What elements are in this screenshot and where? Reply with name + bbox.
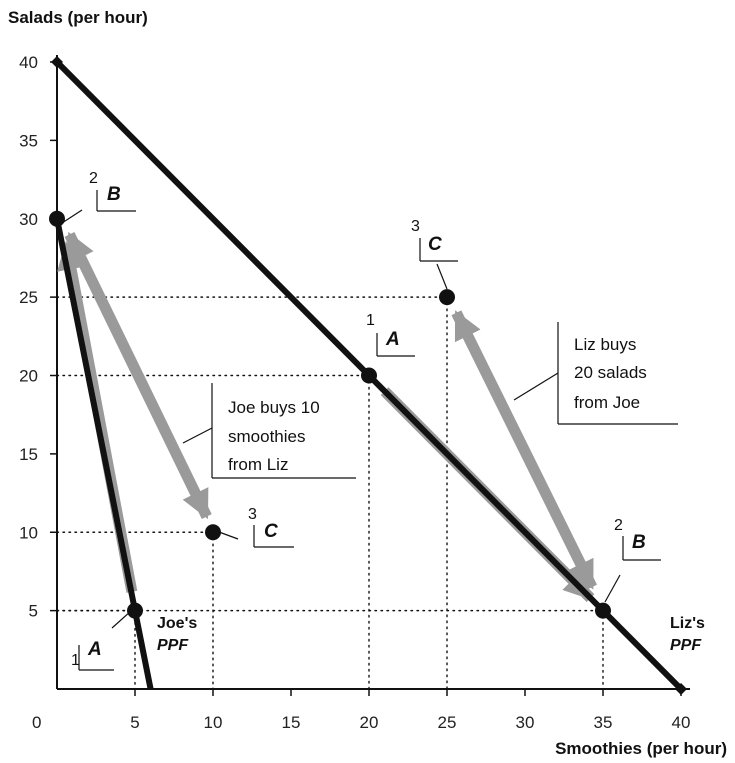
liz-trade-arrow [451,310,598,590]
label-joe-a-number: 1 [71,652,80,669]
y-tick-label: 35 [19,131,38,150]
origin-label: 0 [32,713,41,732]
label-liz-c-number: 3 [411,218,420,235]
x-tick-label: 5 [130,713,139,732]
y-tick-label: 30 [19,210,38,229]
joe-trade-arrow [64,231,212,520]
label-joe-b-number: 2 [89,170,98,187]
annotation-liz-trade-line3: from Joe [574,393,640,412]
y-tick-label: 20 [19,367,38,386]
label-liz-c: 3 C [411,218,458,290]
label-joe-c-leader [218,531,239,540]
label-joe-c-number: 3 [248,506,257,523]
y-ticks: 5 10 15 20 25 30 35 40 [19,53,57,621]
joe-ppf-label-line1: Joe's [157,615,197,632]
label-liz-c-letter: C [428,234,442,255]
label-liz-c-leader [436,263,448,290]
ppf-endpoint-marker [51,56,63,68]
label-joe-a-leader [111,610,132,629]
annotation-liz-trade-leader [513,372,559,401]
label-liz-b-leader [604,574,621,603]
guide-lines [56,296,604,690]
point-joe-c [205,524,221,541]
x-tick-label: 40 [672,713,691,732]
point-liz-c [439,289,455,306]
y-tick-label: 15 [19,445,38,464]
label-joe-b: 2 B [61,170,136,224]
point-joe-a [127,602,143,619]
axes [56,55,690,690]
liz-ppf-label-line2: PPF [670,637,702,654]
point-joe-b [49,210,65,227]
label-joe-b-letter: B [107,184,121,205]
x-tick-label: 15 [282,713,301,732]
y-tick-label: 40 [19,53,38,72]
x-tick-label: 20 [360,713,379,732]
x-ticks: 5 10 15 20 25 30 35 40 [130,689,690,732]
x-tick-label: 30 [516,713,535,732]
label-liz-a-letter: A [385,329,400,350]
annotation-liz-trade-line2: 20 salads [574,363,647,382]
y-tick-label: 25 [19,288,38,307]
annotation-liz-trade: Liz buys 20 salads from Joe [513,322,678,425]
x-axis-title: Smoothies (per hour) [555,739,727,758]
point-liz-a [361,367,377,384]
annotation-joe-trade-line2: smoothies [228,427,305,446]
x-tick-label: 35 [594,713,613,732]
annotation-joe-trade: Joe buys 10 smoothies from Liz [182,383,356,479]
liz-ppf-label-line1: Liz's [670,615,705,632]
label-joe-a-letter: A [87,639,102,660]
point-liz-b [595,602,611,619]
x-tick-label: 10 [204,713,223,732]
joe-ppf-label: Joe's PPF [157,615,197,654]
points [49,210,611,619]
x-tick-label: 25 [438,713,457,732]
label-joe-b-leader [61,209,83,224]
annotation-joe-trade-leader [182,427,213,444]
y-tick-label: 10 [19,523,38,542]
label-joe-c: 3 C [218,506,294,548]
label-joe-c-letter: C [264,521,278,542]
label-liz-a: 1 A [366,312,415,357]
annotation-liz-trade-line1: Liz buys [574,335,636,354]
label-liz-a-number: 1 [366,312,375,329]
liz-ppf-label: Liz's PPF [670,615,705,654]
joe-ppf-label-line2: PPF [157,637,189,654]
annotation-joe-trade-line1: Joe buys 10 [228,398,320,417]
label-liz-b-number: 2 [614,517,623,534]
ppf-endpoint-marker [675,683,687,695]
y-tick-label: 5 [29,602,38,621]
label-liz-b-letter: B [632,532,646,553]
y-axis-title: Salads (per hour) [8,8,148,27]
label-joe-a: 1 A [71,610,132,671]
annotation-joe-trade-line3: from Liz [228,455,288,474]
label-liz-b: 2 B [604,517,661,603]
